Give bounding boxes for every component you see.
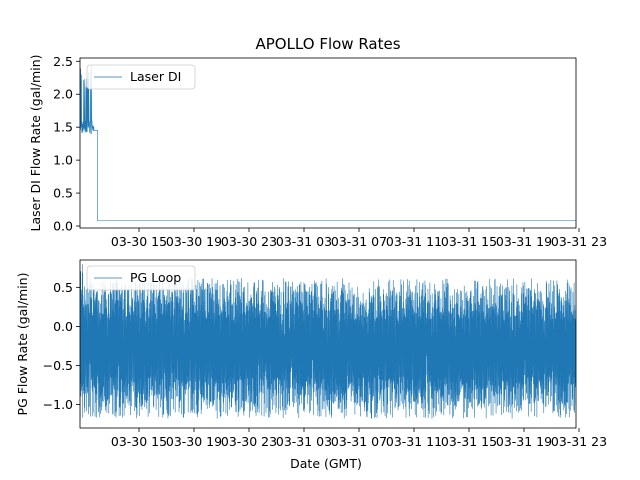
laser-di-axes-frame [79, 57, 577, 229]
laser-di-legend-box [86, 64, 196, 90]
laser-di-legend-label: Laser DI [130, 69, 181, 84]
pg-loop-y-tick-label: −0.5 [43, 358, 73, 373]
pg-loop-y-tick-label: 0.5 [53, 280, 73, 295]
laser-di-x-tick-label: 03-31 03 [276, 234, 332, 249]
pg-loop-y-tick-label: 0.0 [53, 319, 73, 334]
pg-loop-series-line [80, 264, 576, 421]
laser-di-y-tick-label: 1.5 [53, 120, 73, 135]
laser-di-x-tick-label: 03-31 07 [331, 234, 387, 249]
pg-loop-x-tick-label: 03-31 23 [551, 434, 607, 449]
pg-loop-x-tick-label: 03-31 03 [276, 434, 332, 449]
laser-di-x-tick-label: 03-31 11 [386, 234, 442, 249]
laser-di-x-tick-label: 03-30 23 [221, 234, 277, 249]
pg-loop-legend: PG Loop [86, 265, 196, 291]
pg-loop-x-tick-label: 03-31 11 [386, 434, 442, 449]
pg-loop-y-axis-label: PG Flow Rate (gal/min) [15, 273, 30, 416]
laser-di-legend: Laser DI [86, 64, 196, 90]
pg-loop-x-tick-label: 03-31 19 [496, 434, 552, 449]
pg-loop-legend-label: PG Loop [130, 270, 181, 285]
x-axis-label: Date (GMT) [290, 456, 362, 471]
pg-loop-plot-area [80, 264, 576, 421]
pg-loop-x-tick-label: 03-30 19 [166, 434, 222, 449]
laser-di-y-tick-label: 2.5 [53, 54, 73, 69]
laser-di-y-tick-label: 2.0 [53, 87, 73, 102]
laser-di-y-tick-label: 1.0 [53, 153, 73, 168]
chart-title: APOLLO Flow Rates [255, 35, 400, 53]
laser-di-x-tick-label: 03-30 15 [111, 234, 167, 249]
laser-di-y-tick-label: 0.5 [53, 186, 73, 201]
pg-loop-legend-box [86, 265, 196, 291]
pg-loop-y-ticks: −1.0 −0.5 0.0 0.5 [43, 280, 80, 412]
pg-loop-axes-frame [79, 259, 577, 429]
pg-loop-x-tick-label: 03-31 15 [441, 434, 497, 449]
pg-loop-y-tick-label: −1.0 [43, 397, 73, 412]
laser-di-x-tick-label: 03-31 19 [496, 234, 552, 249]
laser-di-x-tick-label: 03-30 19 [166, 234, 222, 249]
laser-di-y-tick-label: 0.0 [53, 219, 73, 234]
pg-loop-x-tick-label: 03-30 23 [221, 434, 277, 449]
laser-di-y-ticks: 0.0 0.5 1.0 1.5 2.0 2.5 [53, 54, 80, 234]
laser-di-x-tick-label: 03-31 23 [551, 234, 607, 249]
laser-di-x-tick-label: 03-31 15 [441, 234, 497, 249]
laser-di-y-axis-label: Laser DI Flow Rate (gal/min) [28, 55, 43, 232]
pg-loop-x-tick-label: 03-31 07 [331, 434, 387, 449]
pg-loop-x-tick-label: 03-30 15 [111, 434, 167, 449]
